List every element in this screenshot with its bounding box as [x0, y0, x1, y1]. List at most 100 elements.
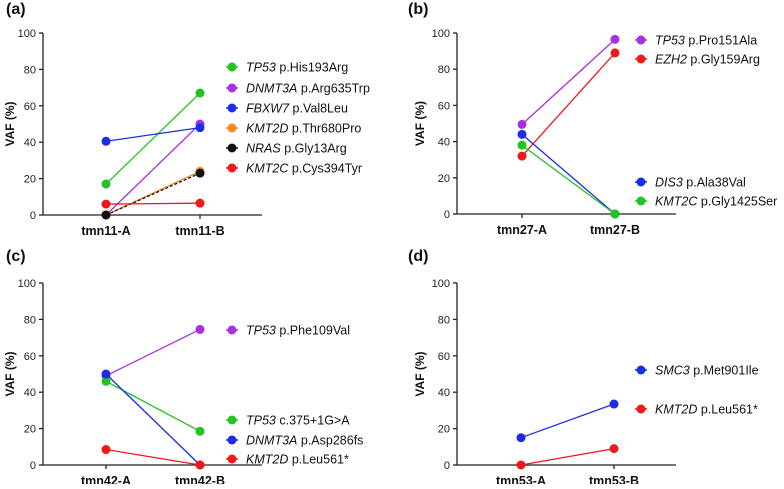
data-point: [195, 324, 205, 334]
panel-label: (a): [6, 1, 26, 18]
legend-gene: KMT2C: [246, 162, 289, 176]
legend-marker: [636, 177, 646, 187]
y-tick-label: 20: [438, 424, 450, 436]
y-tick-label: 0: [444, 209, 450, 221]
legend-change: p.Pro151Ala: [685, 34, 757, 48]
series-line: [105, 448, 201, 466]
y-tick-label: 80: [24, 314, 36, 326]
data-point: [517, 119, 527, 129]
legend-gene: KMT2D: [246, 453, 288, 467]
series-line: [105, 126, 201, 142]
data-point: [101, 179, 111, 189]
legend-change: p.Val8Leu: [289, 102, 348, 116]
legend-marker: [636, 404, 646, 414]
data-point: [195, 168, 205, 178]
legend-label: FBXW7 p.Val8Leu: [246, 102, 348, 116]
legend-item: DIS3 p.Ala38Val: [635, 176, 746, 190]
data-point: [517, 140, 527, 150]
legend-item: FBXW7 p.Val8Leu: [226, 102, 348, 116]
data-point: [516, 460, 526, 470]
legend-marker: [227, 123, 237, 133]
legend-marker: [227, 83, 237, 93]
legend-gene: TP53: [246, 324, 276, 338]
series-dis3: [517, 129, 620, 219]
series-line: [520, 403, 615, 439]
legend-gene: NRAS: [246, 142, 281, 156]
data-point: [195, 426, 205, 436]
data-point: [609, 399, 619, 409]
series-line: [105, 202, 201, 205]
y-axis-label: VAF (%): [3, 101, 17, 146]
legend-marker: [227, 163, 237, 173]
y-tick-label: 20: [24, 174, 36, 186]
legend-change: p.Leu561*: [288, 453, 349, 467]
legend-gene: KMT2C: [655, 195, 698, 209]
panel-label: (c): [6, 248, 26, 265]
legend-label: TP53 p.Pro151Ala: [655, 34, 757, 48]
x-tick-label: tmn11-B: [175, 224, 224, 238]
legend-marker: [227, 143, 237, 153]
x-tick-label: tmn53-A: [496, 474, 546, 484]
legend-item: EZH2 p.Gly159Arg: [635, 53, 760, 67]
series-nras: [101, 168, 205, 220]
legend-change: p.Gly159Arg: [687, 53, 760, 67]
legend-change: p.Cys394Tyr: [288, 162, 362, 176]
legend-item: KMT2C p.Gly1425Ser: [635, 195, 777, 209]
legend-marker: [227, 435, 237, 445]
legend-label: KMT2C p.Cys394Tyr: [246, 162, 362, 176]
legend-gene: EZH2: [655, 53, 687, 67]
y-axis-label: VAF (%): [413, 101, 427, 146]
legend-change: p.Phe109Val: [276, 324, 350, 338]
legend-label: DNMT3A p.Asp286fs: [246, 434, 363, 448]
legend-item: KMT2C p.Cys394Tyr: [226, 162, 362, 176]
series-tp53: [517, 34, 620, 129]
legend-label: KMT2D p.Leu561*: [655, 403, 758, 417]
y-tick-label: 80: [438, 64, 450, 76]
panel-d: (d) 0 20 40 60 80 100 VAF (%) tmn53-A tmn53-B SMC3…: [408, 248, 759, 488]
y-tick-label: 100: [432, 278, 450, 290]
legend-gene: TP53: [655, 34, 685, 48]
series-smc3: [516, 399, 619, 443]
series-line: [521, 52, 616, 157]
legend-change: p.Ala38Val: [683, 176, 746, 190]
legend-label: KMT2D p.Leu561*: [246, 453, 349, 467]
series-line: [105, 172, 201, 216]
series-kmt2c: [101, 198, 205, 209]
series-line: [520, 447, 615, 466]
legend-gene: KMT2D: [246, 122, 288, 136]
legend-marker: [227, 415, 237, 425]
legend-item: TP53 c.375+1G>A: [226, 414, 350, 428]
legend-gene: DNMT3A: [246, 82, 297, 96]
y-tick-label: 80: [24, 64, 36, 76]
panel-c: (c) 0 20 40 60 80 100 VAF (%) tmn42-A tmn42-B TP53…: [3, 248, 363, 488]
y-tick-label: 100: [18, 28, 36, 40]
y-axis-label: VAF (%): [413, 351, 427, 396]
legend-marker: [227, 103, 237, 113]
legend-change: p.Asp286fs: [297, 434, 363, 448]
y-tick-label: 0: [30, 460, 36, 472]
legend-change: p.Gly1425Ser: [697, 195, 777, 209]
legend-item: KMT2D p.Leu561*: [635, 403, 758, 417]
x-tick-label: tmn11-A: [81, 224, 130, 238]
legend-gene: TP53: [246, 414, 276, 428]
legend-marker: [636, 196, 646, 206]
legend-gene: DIS3: [655, 176, 683, 190]
y-tick-label: 60: [438, 351, 450, 363]
data-point: [517, 129, 527, 139]
legend-change: p.Gly13Arg: [281, 142, 347, 156]
legend-change: p.Arg635Trp: [297, 82, 370, 96]
data-point: [195, 198, 205, 208]
legend-change: c.375+1G>A: [276, 414, 350, 428]
data-point: [517, 151, 527, 161]
series-line: [521, 133, 616, 215]
panel-b: (b) 0 20 40 60 80 100 VAF (%) tmn27-A tmn27-B TP53…: [408, 1, 777, 237]
legend-label: KMT2C p.Gly1425Ser: [655, 195, 777, 209]
legend-item: DNMT3A p.Asp286fs: [226, 434, 363, 448]
y-tick-label: 60: [24, 351, 36, 363]
legend-gene: FBXW7: [246, 102, 290, 116]
legend-change: p.Met901Ile: [690, 364, 759, 378]
y-tick-label: 40: [438, 137, 450, 149]
data-point: [101, 376, 111, 386]
series-line: [105, 380, 201, 432]
